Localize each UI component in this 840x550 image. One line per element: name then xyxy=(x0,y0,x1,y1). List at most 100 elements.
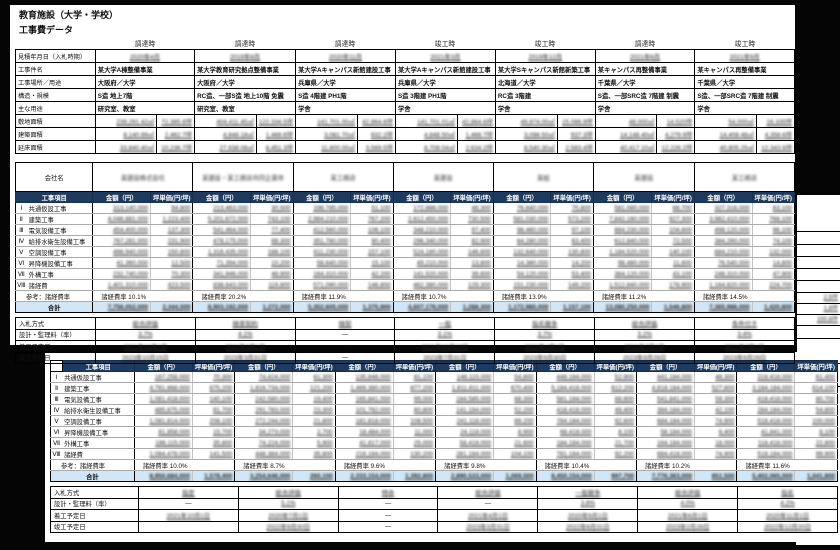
amount-value: 571,090,000 xyxy=(313,281,349,289)
unit-price-cell: 39,600 xyxy=(450,268,494,280)
area-sqm-cell: 48,000㎡ xyxy=(594,114,658,128)
company-name-cell: 某組 xyxy=(492,162,594,192)
unit-price-cell: 614,100 xyxy=(794,382,838,394)
amount-value: 5,201,672,000 xyxy=(207,215,249,223)
info-cell: 某大学Aキャンパス新館建設工事 xyxy=(295,62,396,76)
cost-item-row: Ⅲ 電気設備工事 1,081,418,000 140,100 242,580,000 19… xyxy=(50,393,838,405)
info-cell: 学舎 xyxy=(694,101,795,115)
cost-item-row: Ⅷ 諸経費 1,084,478,000 141,500 448,384,000 35,80… xyxy=(50,448,838,460)
total-unit-price-value: 1,157,100 xyxy=(562,303,591,311)
amount-cell: 296,340,000 xyxy=(392,235,451,247)
info-row: 工事場所／用途 大阪府／大学 大阪府／大学 兵庫県／大学 兵庫県／大学 北海道／大学 千葉県… xyxy=(15,75,795,89)
amount-cell: 611,230,000 xyxy=(292,246,351,258)
unit-price-value: 48,300 xyxy=(471,204,491,212)
amount-cell: 76,540,000 xyxy=(693,257,752,269)
unit-price-column-header: 坪単価(円/坪) xyxy=(450,191,494,203)
unit-price-cell: 63,100 xyxy=(751,202,795,214)
unit-price-value: 137,300 xyxy=(167,226,191,234)
unit-price-value: 877,200 xyxy=(410,384,434,392)
area-tsubo-value: 2,583.4坪 xyxy=(565,144,593,152)
amount-value: 684,418,000 xyxy=(656,450,693,458)
area-sqm-value: 14,408.48㎡ xyxy=(719,131,754,139)
amount-cell: 2,612,450,000 xyxy=(392,213,451,225)
info-cell: RC造、一部S造 地上10階 免震 xyxy=(194,88,297,102)
unit-price-cell: 5,900 xyxy=(292,437,336,449)
amount-value: 291,783,000 xyxy=(255,406,291,414)
item-label: 共通仮設工事 xyxy=(26,202,94,214)
contract-value-cell: 3.7% xyxy=(494,328,596,341)
amount-value: 68,418,000 xyxy=(560,428,592,436)
amount-value: 684,184,000 xyxy=(656,417,693,425)
item-label: 昇降機設備工事 xyxy=(26,257,94,269)
unit-price-value: 30,500 xyxy=(271,204,291,212)
item-numeral: Ⅰ xyxy=(15,202,27,214)
total-unit-price-value: 1,546,800 xyxy=(663,303,692,311)
amount-value: 341,946,000 xyxy=(213,270,249,278)
item-numeral: Ⅲ xyxy=(50,393,63,405)
amount-cell: 281,184,000 xyxy=(435,448,494,460)
total-amount-cell: 2,890,533,000 xyxy=(435,470,494,482)
unit-price-cell: 19,400 xyxy=(292,393,336,405)
info-cell: 某大学Aキャンパス新館建設工事 xyxy=(394,62,496,76)
total-unit-price-value: 1,272,000 xyxy=(262,303,291,311)
phase-label: 竣工時 xyxy=(434,41,456,48)
unit-price-cell: 8,100 xyxy=(794,426,838,438)
contract-value: 3.7% xyxy=(138,331,153,339)
unit-price-cell: 89,200 xyxy=(493,415,537,427)
amount-value: 284,184,000 xyxy=(757,406,793,414)
contract-value-cell: 2021年12月1日 xyxy=(94,340,196,353)
unit-price-cell: 70,300 xyxy=(150,268,193,280)
info-cell: S造 3階建 PH1階 xyxy=(394,88,496,102)
back-sheet-value: 1.8坪 xyxy=(823,306,838,312)
amount-value: 498,940,000 xyxy=(113,248,149,256)
amount-cell: 164,310,000 xyxy=(292,268,351,280)
amount-value: 418,418,000 xyxy=(556,406,592,414)
contract-value-cell: — xyxy=(337,497,439,510)
area-sqm-cell: 239,291.42㎡ xyxy=(94,114,158,128)
unit-price-cell: 77,400 xyxy=(250,224,294,236)
contract-value: 2023年9月30日 xyxy=(523,355,567,363)
item-numeral: Ⅶ xyxy=(15,268,27,280)
unit-price-value: 90,400 xyxy=(371,237,391,245)
contract-terms-table-2: 入札方式 指定 総合評価 特命 総合評価 一般競争 総合評価 指名 設計・監理料（率） —5.1%… xyxy=(50,486,838,533)
amount-value: 58,184,000 xyxy=(660,428,693,436)
phase-label: 竣工時 xyxy=(734,41,756,48)
item-numeral: Ⅶ xyxy=(50,437,63,449)
unit-price-value: 119,800 xyxy=(268,281,291,289)
amount-value: 581,184,000 xyxy=(556,395,592,403)
unit-price-cell: 423,500 xyxy=(150,279,193,291)
item-label: 共通仮設工事 xyxy=(62,371,135,383)
back-sheet-row xyxy=(796,269,840,281)
unit-price-cell: 130,200 xyxy=(392,448,436,460)
amount-cell: 327,316,000 xyxy=(693,202,752,214)
company-name-cell: 某工務店 xyxy=(292,162,394,192)
contract-value-cell: 2022年4月1日 xyxy=(494,340,596,353)
area-tsubo-cell: 2,583.4坪 xyxy=(556,140,596,154)
contract-value: 2021年6月1日 xyxy=(667,512,708,520)
amount-cell: 313,140,000 xyxy=(92,202,151,214)
unit-price-cell: 96,100 xyxy=(751,224,795,236)
contract-value-cell: 随契 xyxy=(294,317,396,330)
unit-price-value: 48,900 xyxy=(271,270,291,278)
total-unit-price-value: 1,069,500 xyxy=(505,472,534,480)
amount-cell: 41,817,000 xyxy=(334,437,394,449)
amount-cell: 241,118,000 xyxy=(435,415,494,427)
item-label: 電気設備工事 xyxy=(62,393,135,405)
item-numeral: Ⅳ xyxy=(50,404,63,416)
amount-value: 448,384,000 xyxy=(255,450,291,458)
amount-value: 498,120,000 xyxy=(714,226,750,234)
amount-cell: 412,560,000 xyxy=(292,224,351,236)
unit-price-value: 5,900 xyxy=(316,439,333,447)
total-unit-price-value: 1,578,400 xyxy=(204,472,233,480)
contract-value-cell: 3.1% xyxy=(394,328,496,341)
amount-value: 441,184,000 xyxy=(656,373,693,381)
overhead-rate-cell: 諸経費率 9.6% xyxy=(334,459,436,471)
area-sqm-cell: 8,540.30㎡ xyxy=(494,140,558,154)
unit-price-cell: 92,600 xyxy=(593,415,637,427)
amount-value: 232,740,000 xyxy=(113,270,149,278)
estimate-date-value: 2019年8月 xyxy=(230,53,261,61)
unit-price-cell: 8,900 xyxy=(493,426,537,438)
overhead-rate-cell: 諸経費率 10.7% xyxy=(392,290,494,302)
amount-value: 248,310,000 xyxy=(714,270,750,278)
contract-value-cell: 2023年7月31日 xyxy=(394,351,496,364)
